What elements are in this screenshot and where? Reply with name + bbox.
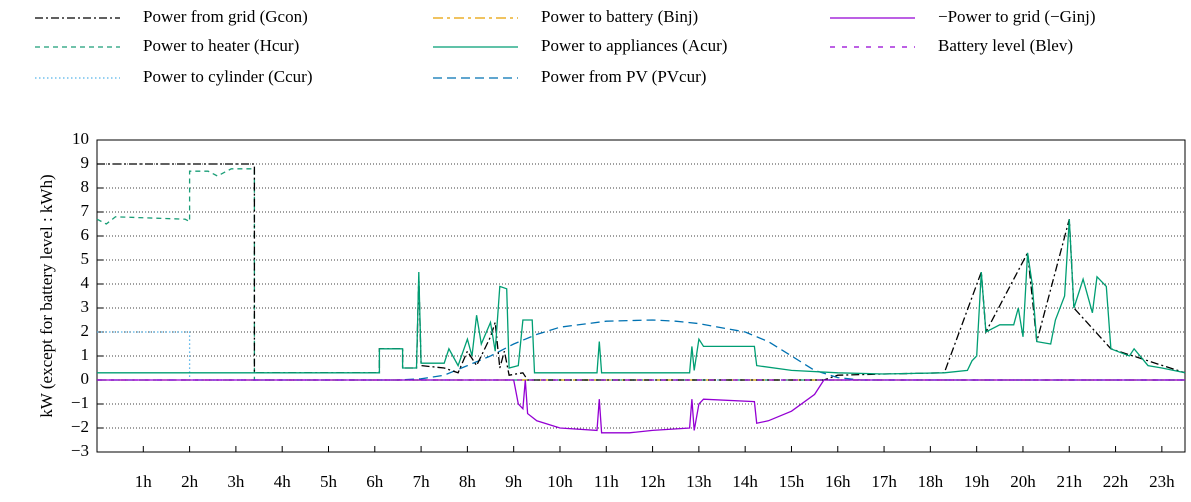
x-tick-label: 4h [274,472,292,491]
x-tick-label: 23h [1149,472,1175,491]
y-tick-label: 7 [81,201,90,220]
y-tick-label: −1 [71,393,89,412]
x-tick-label: 2h [181,472,199,491]
x-tick-label: 10h [547,472,573,491]
x-tick-label: 6h [366,472,384,491]
y-tick-label: 4 [81,273,90,292]
series-line [96,168,1185,381]
legend-label: Power to appliances (Acur) [541,36,727,55]
y-tick-label: 1 [81,345,90,364]
plot-frame [96,139,1186,453]
legend-label: Battery level (Blev) [938,36,1073,55]
x-tick-label: 18h [918,472,944,491]
series-line [97,331,1185,381]
x-tick-label: 11h [594,472,619,491]
legend-label: Power from PV (PVcur) [541,67,706,86]
x-tick-label: 7h [413,472,431,491]
x-tick-label: 17h [871,472,897,491]
x-tick-label: 3h [227,472,245,491]
y-axis-label: kW (except for battery level : kWh) [37,174,56,417]
x-tick-label: 13h [686,472,712,491]
series-line [97,163,1186,381]
y-tick-label: 10 [72,129,89,148]
series-line [97,219,1186,375]
y-tick-label: 5 [81,249,90,268]
series-line [97,379,1185,434]
y-tick-label: 9 [81,153,90,172]
y-tick-label: 3 [81,297,90,316]
legend-label: Power from grid (Gcon) [143,7,308,26]
x-tick-label: 1h [135,472,153,491]
x-tick-label: 20h [1010,472,1036,491]
x-tick-label: 16h [825,472,851,491]
y-tick-label: −3 [71,441,89,460]
x-tick-label: 12h [640,472,666,491]
y-tick-label: −2 [71,417,89,436]
x-tick-label: 5h [320,472,338,491]
legend-label: Power to cylinder (Ccur) [143,67,312,86]
x-tick-label: 15h [779,472,805,491]
legend-label: Power to heater (Hcur) [143,36,299,55]
x-tick-label: 21h [1057,472,1083,491]
y-tick-label: 8 [81,177,90,196]
x-tick-label: 14h [732,472,758,491]
x-tick-label: 8h [459,472,477,491]
series-line [97,319,1185,381]
y-tick-label: 6 [81,225,90,244]
y-tick-label: 0 [81,369,90,388]
x-tick-label: 9h [505,472,523,491]
y-tick-label: 2 [81,321,90,340]
x-tick-label: 22h [1103,472,1129,491]
legend-label: Power to battery (Binj) [541,7,698,26]
x-tick-label: 19h [964,472,990,491]
legend-label: −Power to grid (−Ginj) [938,7,1096,26]
